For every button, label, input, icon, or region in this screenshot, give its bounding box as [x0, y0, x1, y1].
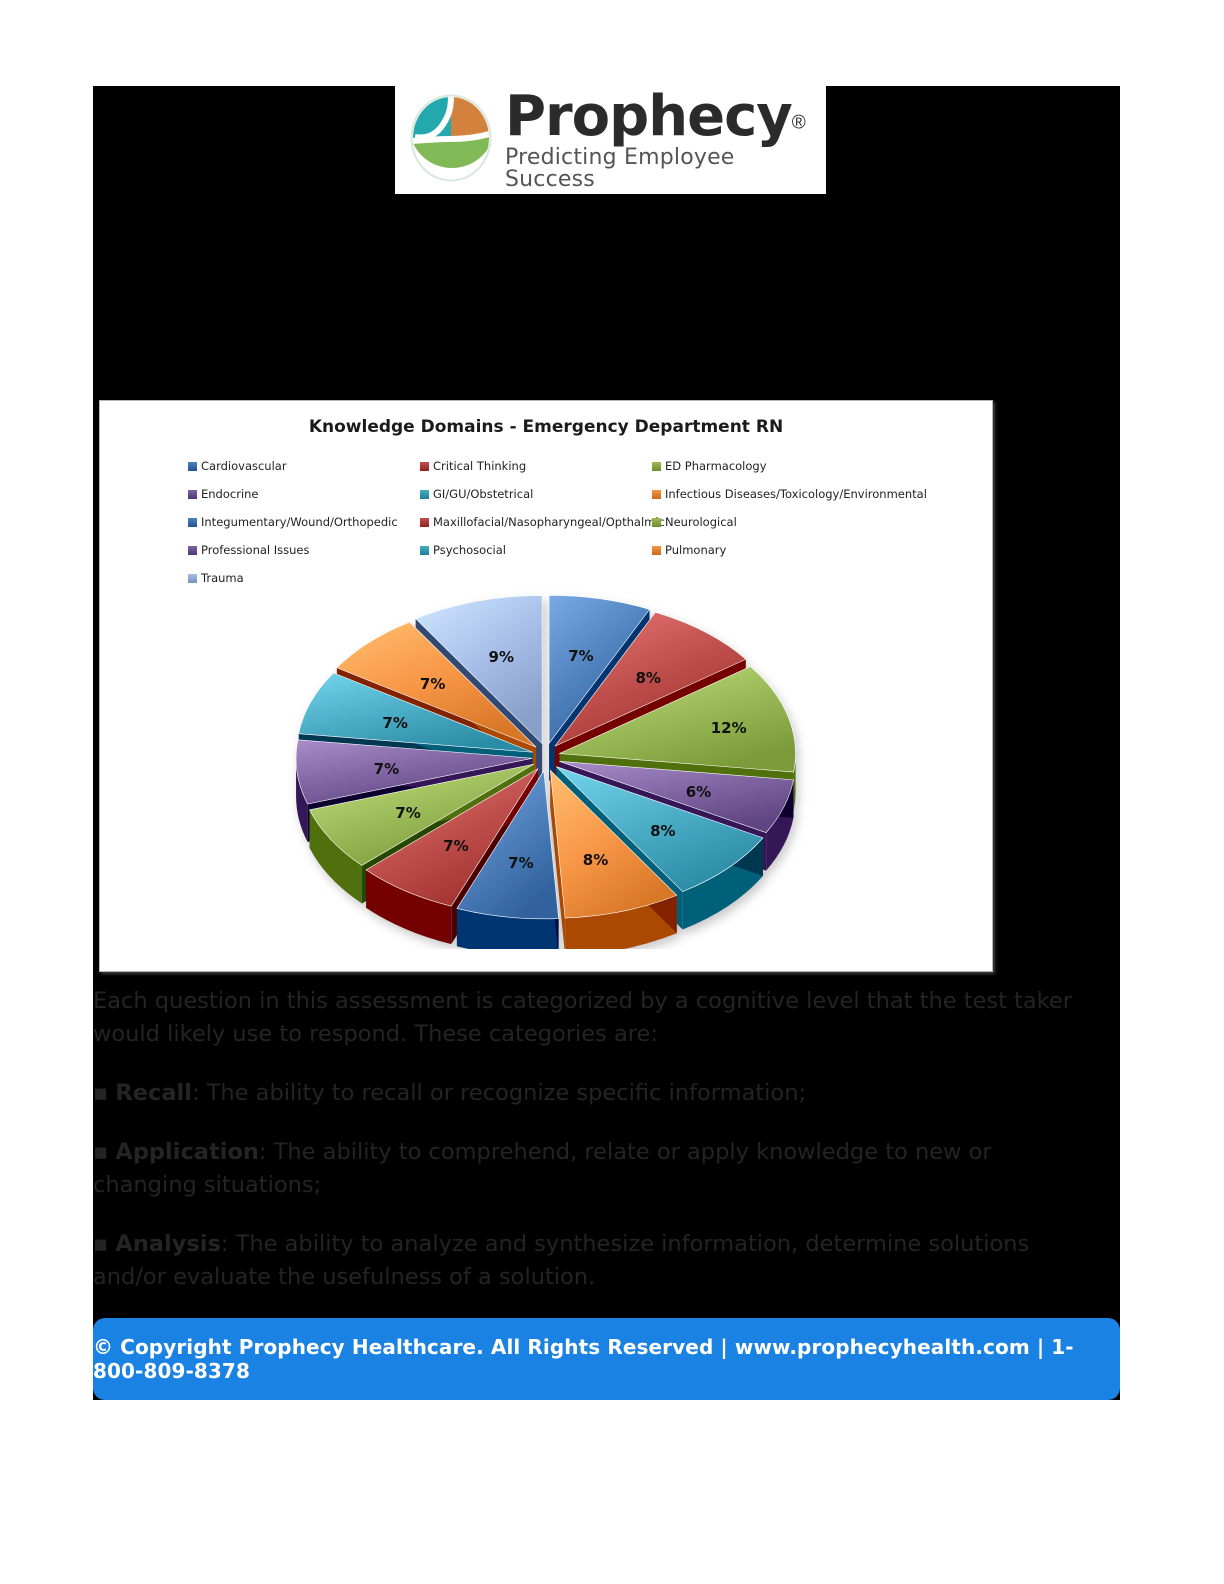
chart-legend: Cardiovascular Critical Thinking ED Pharma…	[188, 459, 978, 585]
legend-swatch-icon	[652, 461, 661, 471]
legend-swatch-icon	[188, 489, 197, 499]
pie-slice-top[interactable]	[309, 763, 535, 866]
legend-label: Professional Issues	[201, 543, 310, 557]
slice-rim	[793, 753, 796, 811]
legend-swatch-icon	[188, 545, 197, 555]
cognitive-level-description: : The ability to analyze and synthesize …	[93, 1231, 1030, 1290]
legend-item: Psychosocial	[420, 543, 652, 557]
pie-slice-percentage: 7%	[395, 803, 421, 822]
pie-slice-percentage: 7%	[419, 675, 446, 694]
bullet-icon: ▪	[93, 1080, 109, 1106]
legend-item: ED Pharmacology	[652, 459, 952, 473]
pie-slice-top[interactable]	[415, 595, 543, 745]
legend-item: Critical Thinking	[420, 459, 652, 473]
legend-label: Integumentary/Wound/Orthopedic	[201, 515, 398, 529]
legend-label: Infectious Diseases/Toxicology/Environme…	[665, 487, 927, 501]
legend-swatch-icon	[420, 461, 429, 471]
pie-slice-percentage: 7%	[373, 759, 400, 778]
legend-label: Neurological	[665, 515, 737, 529]
pie-slice-top[interactable]	[336, 621, 537, 748]
legend-swatch-icon	[420, 545, 429, 555]
legend-swatch-icon	[188, 573, 197, 583]
legend-item: Integumentary/Wound/Orthopedic	[188, 515, 420, 529]
cognitive-levels-copy: Each question in this assessment is cate…	[93, 985, 1093, 1320]
legend-swatch-icon	[420, 517, 429, 527]
cognitive-level-description: : The ability to comprehend, relate or a…	[93, 1139, 992, 1198]
pie-slice-percentage: 9%	[488, 648, 514, 667]
slice-rim	[456, 908, 559, 949]
slice-side	[550, 770, 566, 949]
legend-label: Endocrine	[201, 487, 259, 501]
legend-label: Critical Thinking	[433, 459, 527, 473]
pie-chart-svg	[295, 595, 796, 949]
legend-label: Cardiovascular	[201, 459, 287, 473]
legend-swatch-icon	[652, 489, 661, 499]
slice-rim	[565, 895, 677, 949]
legend-swatch-icon	[188, 517, 197, 527]
legend-label: ED Pharmacology	[665, 459, 767, 473]
intro-paragraph: Each question in this assessment is cate…	[93, 988, 1072, 1047]
bullet-icon: ▪	[93, 1139, 109, 1165]
chart-title: Knowledge Domains - Emergency Department…	[308, 417, 784, 437]
legend-label: GI/GU/Obstetrical	[433, 487, 534, 501]
cognitive-level-term: Analysis	[115, 1231, 221, 1257]
cognitive-level-term: Recall	[115, 1080, 192, 1106]
slice-rim	[296, 758, 308, 843]
bullet-icon: ▪	[93, 1231, 109, 1257]
pie-slice-top[interactable]	[549, 769, 678, 919]
pie-slice-top[interactable]	[555, 766, 764, 892]
pie-chart-area: 7% 8% 12% 6% 8% 8% 7% 7% 7% 7% 7% 7% 9%	[100, 589, 992, 949]
pie-slice-top[interactable]	[365, 768, 539, 907]
logo-tagline: Predicting Employee Success	[505, 145, 735, 192]
legend-swatch-icon	[188, 461, 197, 471]
pie-slice-top[interactable]	[558, 666, 796, 773]
pie-slice-percentage: 7%	[508, 854, 534, 873]
cognitive-level-item: ▪ Analysis: The ability to analyze and s…	[93, 1228, 1093, 1294]
pie-slice-percentage: 12%	[710, 719, 747, 738]
cognitive-level-term: Application	[115, 1139, 259, 1165]
legend-item: Maxillofacial/Nasopharyngeal/Opthalmic	[420, 515, 665, 529]
legend-label: Trauma	[201, 571, 244, 585]
pie-slice-percentage: 6%	[685, 782, 712, 801]
legend-item: Pulmonary	[652, 543, 952, 557]
pie-slice-top[interactable]	[295, 739, 533, 805]
legend-label: Maxillofacial/Nasopharyngeal/Opthalmic	[433, 515, 665, 529]
brand-logo: Prophecy® Predicting Employee Success	[395, 86, 826, 194]
legend-item: Trauma	[188, 571, 420, 585]
knowledge-domains-chart: Knowledge Domains - Emergency Department…	[99, 400, 993, 972]
footer-bar: © Copyright Prophecy Healthcare. All Rig…	[93, 1318, 1120, 1400]
pie-slice-percentage: 7%	[568, 646, 594, 665]
legend-item: Endocrine	[188, 487, 420, 501]
pie-slice-percentage: 8%	[582, 850, 609, 869]
pie-slice-percentage: 8%	[650, 822, 676, 841]
legend-item: Infectious Diseases/Toxicology/Environme…	[652, 487, 952, 501]
pie-slice-top[interactable]	[559, 761, 794, 833]
prophecy-logo-icon	[409, 93, 493, 188]
pie-slice-top[interactable]	[548, 595, 651, 745]
cognitive-level-description: : The ability to recall or recognize spe…	[191, 1080, 807, 1106]
legend-swatch-icon	[652, 545, 661, 555]
legend-item: Neurological	[652, 515, 952, 529]
legend-item: Cardiovascular	[188, 459, 420, 473]
pie-slice-top[interactable]	[554, 611, 747, 747]
legend-swatch-icon	[652, 517, 661, 527]
cognitive-level-item: ▪ Recall: The ability to recall or recog…	[93, 1077, 1093, 1110]
pie-slice-top[interactable]	[298, 672, 533, 753]
pie-slice-percentage: 8%	[635, 668, 661, 687]
cognitive-level-item: ▪ Application: The ability to comprehend…	[93, 1136, 1093, 1202]
pie-slice-percentage: 7%	[443, 837, 469, 856]
legend-label: Psychosocial	[433, 543, 506, 557]
legend-swatch-icon	[420, 489, 429, 499]
legend-item: Professional Issues	[188, 543, 420, 557]
legend-label: Pulmonary	[665, 543, 727, 557]
logo-wordmark: Prophecy	[505, 84, 793, 149]
footer-copyright-text: © Copyright Prophecy Healthcare. All Rig…	[93, 1335, 1074, 1383]
pie-slice-percentage: 7%	[382, 714, 408, 733]
pie-slice-top[interactable]	[456, 769, 559, 920]
registered-trademark-icon: ®	[791, 112, 806, 134]
legend-item: GI/GU/Obstetrical	[420, 487, 652, 501]
